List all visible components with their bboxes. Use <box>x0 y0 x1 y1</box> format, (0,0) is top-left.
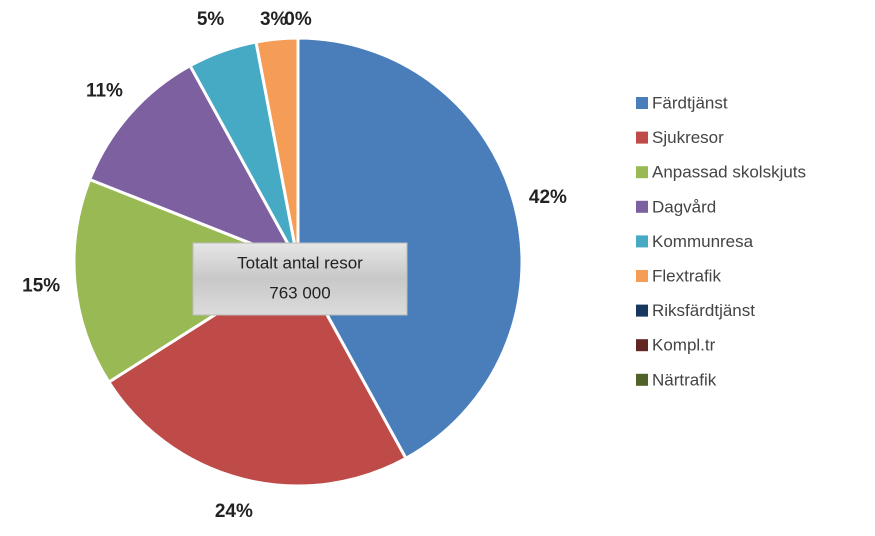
legend-swatch <box>636 304 648 317</box>
data-label: 11% <box>86 80 123 101</box>
legend-swatch <box>636 97 648 109</box>
legend-label: Dagvård <box>652 197 716 216</box>
legend-label: Kommunresa <box>652 232 754 251</box>
legend-label: Sjukresor <box>652 128 724 147</box>
data-label: 24% <box>215 501 253 522</box>
legend-label: Flextrafik <box>652 266 721 285</box>
data-label: 5% <box>197 9 225 30</box>
pie-slice <box>72 178 300 384</box>
legend-label: Riksfärdtjänst <box>652 301 755 320</box>
legend-label: Kompl.tr <box>652 336 716 355</box>
legend-label: Anpassad skolskjuts <box>652 163 806 182</box>
annotation: 763 000 <box>269 283 330 302</box>
data-label: 15% <box>22 275 60 296</box>
data-label: 0% <box>284 9 312 30</box>
pie-slice <box>107 260 408 488</box>
legend-label: Färdtjänst <box>652 93 728 112</box>
legend-label: Närtrafik <box>652 370 717 389</box>
pie-slice <box>88 64 300 264</box>
legend-swatch <box>636 235 648 248</box>
annotation-box <box>192 242 408 316</box>
legend-swatch <box>636 200 648 213</box>
pie-slice <box>296 36 524 460</box>
legend-swatch <box>636 131 648 144</box>
legend-swatch <box>636 373 648 386</box>
data-label: 3% <box>260 9 288 30</box>
legend-swatch <box>636 166 648 179</box>
legend-swatch <box>636 339 648 352</box>
data-label: 42% <box>529 187 567 208</box>
annotation: Totalt antal resor <box>237 253 363 272</box>
legend-swatch <box>636 270 648 282</box>
